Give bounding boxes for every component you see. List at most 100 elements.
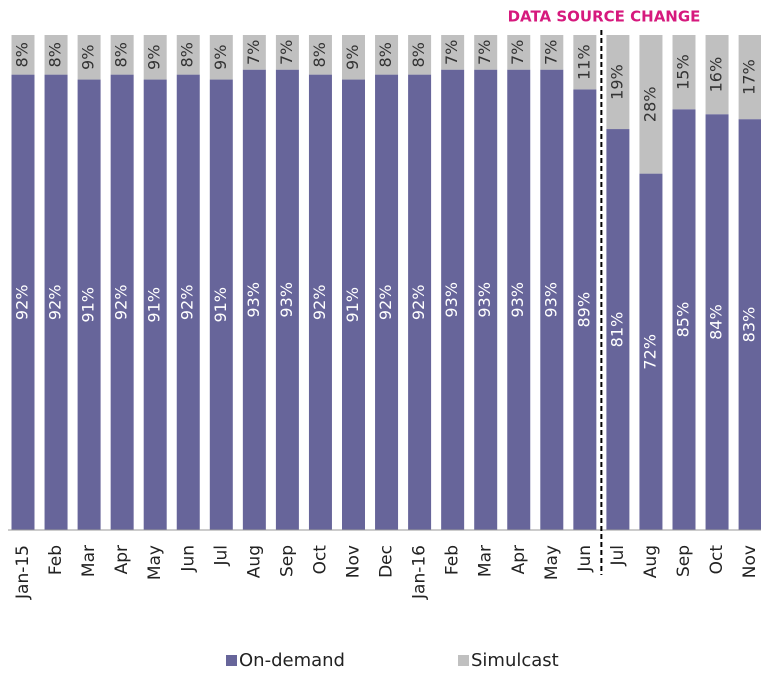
value-label: 93%: [277, 282, 296, 318]
bar-segment: [275, 69, 299, 531]
value-label: 91%: [343, 287, 362, 323]
bar-segment: [639, 35, 663, 174]
bar-segment: [441, 69, 465, 531]
x-tick-label: Oct: [707, 545, 727, 575]
bar-segment: [408, 74, 432, 530]
bar-segment: [474, 69, 498, 531]
x-tick-label: Apr: [509, 545, 529, 574]
value-label: 89%: [574, 292, 593, 328]
value-label: 7%: [442, 40, 461, 65]
value-label: 9%: [211, 45, 230, 70]
bar-segment: [77, 79, 101, 531]
value-label: 8%: [112, 42, 131, 67]
value-label: 9%: [79, 45, 98, 70]
bar-segment: [44, 74, 68, 530]
value-label: 83%: [740, 307, 759, 343]
value-label: 19%: [607, 64, 626, 100]
bar-segment: [308, 74, 332, 530]
x-tick-label: Feb: [443, 545, 463, 575]
bar-segment: [143, 79, 167, 531]
bar-segment: [342, 35, 365, 80]
x-tick-label: Jan-16: [410, 545, 430, 600]
value-label: 8%: [409, 42, 428, 67]
value-label: 92%: [112, 285, 131, 321]
x-tick-label: Feb: [46, 545, 66, 575]
value-label: 17%: [740, 59, 759, 95]
x-tick-label: Mar: [79, 545, 99, 577]
value-label: 8%: [310, 42, 329, 67]
value-label: 11%: [574, 44, 593, 80]
x-tick-label: Jul: [608, 545, 628, 567]
bar-segment: [209, 79, 233, 531]
value-label: 93%: [244, 282, 263, 318]
x-tick-label: Mar: [476, 545, 496, 577]
bar-segment: [507, 35, 531, 70]
value-label: 85%: [674, 302, 693, 338]
value-label: 91%: [79, 287, 98, 323]
bar-segment: [639, 173, 663, 530]
bar-segment: [342, 79, 365, 531]
value-label: 81%: [607, 312, 626, 348]
value-label: 8%: [376, 42, 395, 67]
x-tick-label: Jun: [575, 545, 595, 573]
bar-segment: [176, 74, 200, 530]
bar-segment: [275, 35, 299, 70]
value-label: 72%: [640, 334, 659, 370]
value-label: 7%: [508, 40, 527, 65]
bar-segment: [176, 35, 200, 75]
value-label: 8%: [46, 42, 65, 67]
value-label: 7%: [244, 40, 263, 65]
value-label: 8%: [178, 42, 197, 67]
bar-segment: [242, 69, 266, 531]
x-tick-label: May: [145, 545, 165, 580]
value-label: 7%: [541, 40, 560, 65]
x-tick-label: Aug: [244, 545, 264, 578]
x-tick-label: Nov: [344, 545, 364, 578]
bar-segment: [110, 35, 134, 75]
bar-segment: [110, 74, 134, 530]
value-label: 15%: [674, 54, 693, 90]
bar-segment: [209, 35, 233, 80]
value-label: 93%: [541, 282, 560, 318]
legend-label: Simulcast: [471, 650, 559, 671]
bar-segment: [573, 35, 597, 90]
legend-swatch: [458, 655, 469, 666]
bar-segment: [441, 35, 465, 70]
x-tick-label: Sep: [674, 545, 694, 577]
value-label: 92%: [409, 285, 428, 321]
bar-segment: [44, 35, 68, 75]
bar-segment: [11, 35, 35, 75]
bar-segment: [672, 35, 696, 110]
bar-segment: [375, 35, 399, 75]
annotation: DATA SOURCE CHANGE: [508, 8, 701, 26]
bar-segment: [408, 35, 432, 75]
bar-segment: [738, 119, 761, 531]
bar-segment: [11, 74, 35, 530]
x-tick-label: Aug: [641, 545, 661, 578]
bar-segment: [507, 69, 531, 531]
value-label: 92%: [178, 285, 197, 321]
bar-segment: [606, 129, 630, 531]
bar-segment: [540, 69, 564, 531]
x-tick-label: Jul: [211, 545, 231, 567]
bar-segment: [540, 35, 564, 70]
value-label: 7%: [277, 40, 296, 65]
value-label: 28%: [640, 87, 659, 123]
value-label: 9%: [343, 45, 362, 70]
value-label: 92%: [310, 285, 329, 321]
bar-segment: [474, 35, 498, 70]
x-tick-label: Jun: [178, 545, 198, 573]
value-label: 7%: [475, 40, 494, 65]
bar-segment: [672, 109, 696, 530]
x-tick-label: Apr: [112, 545, 132, 574]
value-label: 92%: [376, 285, 395, 321]
bar-segment: [606, 35, 630, 130]
bar-segment: [143, 35, 167, 80]
bar-segment: [375, 74, 399, 530]
bar-segment: [242, 35, 266, 70]
bar-segment: [573, 89, 597, 530]
legend-swatch: [226, 655, 237, 666]
value-label: 92%: [13, 285, 32, 321]
x-tick-label: Sep: [277, 545, 297, 577]
